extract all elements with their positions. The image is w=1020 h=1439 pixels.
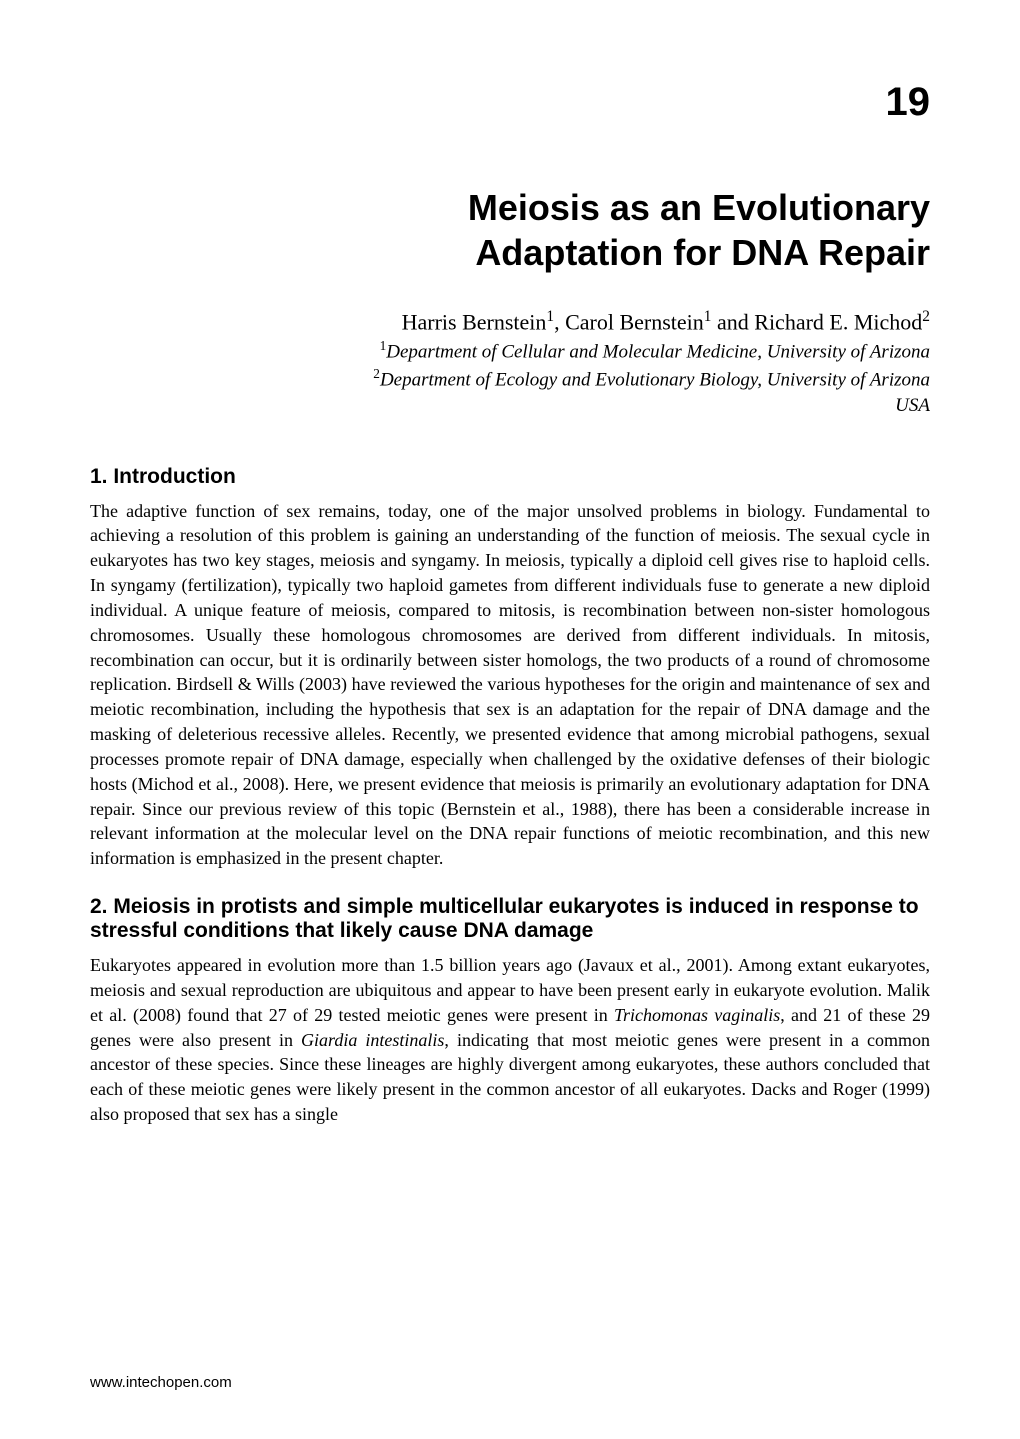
footer-url: www.intechopen.com (90, 1374, 232, 1391)
section-2-body: Eukaryotes appeared in evolution more th… (90, 953, 930, 1127)
affiliation-1: 1Department of Cellular and Molecular Me… (90, 337, 930, 365)
affiliation-2: 2Department of Ecology and Evolutionary … (90, 365, 930, 393)
authors-block: Harris Bernstein1, Carol Bernstein1 and … (90, 307, 930, 419)
page: 19 Meiosis as an Evolutionary Adaptation… (0, 0, 1020, 1439)
chapter-number: 19 (90, 80, 930, 125)
affiliation-country: USA (90, 393, 930, 419)
section-1-heading: 1. Introduction (90, 465, 930, 489)
section-1-body: The adaptive function of sex remains, to… (90, 499, 930, 871)
section-2-heading: 2. Meiosis in protists and simple multic… (90, 895, 930, 943)
chapter-title: Meiosis as an Evolutionary Adaptation fo… (90, 185, 930, 275)
authors-line: Harris Bernstein1, Carol Bernstein1 and … (90, 307, 930, 337)
chapter-title-line1: Meiosis as an Evolutionary (468, 187, 930, 228)
chapter-title-line2: Adaptation for DNA Repair (475, 232, 930, 273)
